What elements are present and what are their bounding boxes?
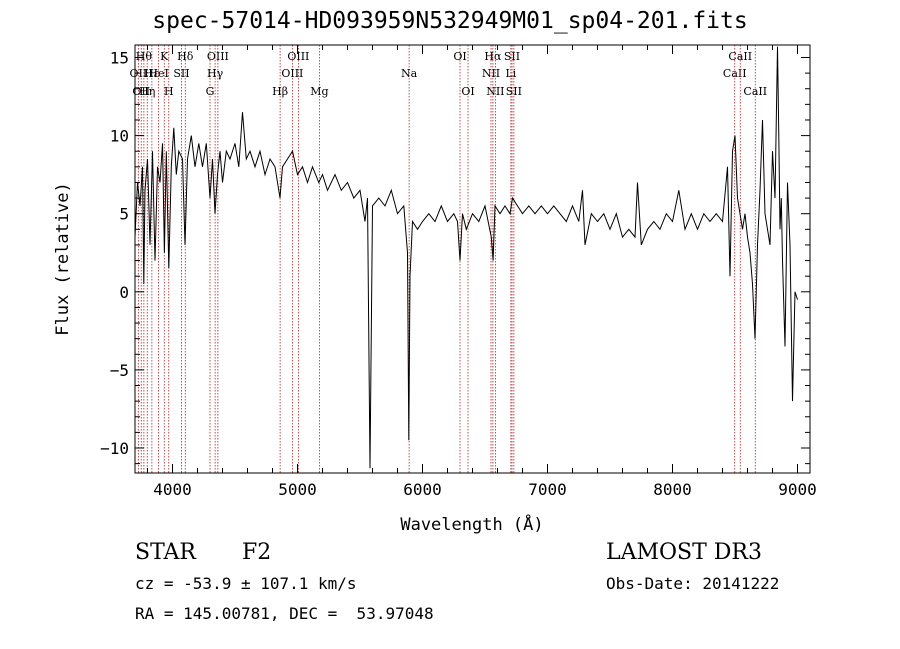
chart-title: spec-57014-HD093959N532949M01_sp04-201.f… [152, 8, 748, 34]
spectrum-layer [135, 46, 798, 469]
x-tick-label: 4000 [153, 480, 192, 499]
x-tick-label: 7000 [528, 480, 567, 499]
x-tick-label: 8000 [653, 480, 692, 499]
y-axis-label: Flux (relative) [53, 182, 73, 336]
spectrum-line [135, 46, 798, 469]
line-marker-label: OI [461, 85, 474, 98]
axes: 4000 5000 6000 7000 8000 9000 −10 −5 0 5 10 15 [100, 45, 817, 499]
line-marker-label: CaII [723, 67, 747, 80]
x-tick-label: 9000 [778, 480, 817, 499]
line-markers: OIIOIIHθHηHεHeIKHSIIHδGHγOIIIHβOIIIOIIIM… [130, 45, 767, 473]
plot-frame [134, 44, 811, 474]
x-axis-label: Wavelength (Å) [400, 513, 543, 535]
line-marker-label: OIII [207, 50, 229, 63]
line-marker-label: OIII [287, 50, 309, 63]
line-marker-label: Hγ [207, 67, 224, 80]
survey-name: LAMOST DR3 [606, 540, 762, 565]
x-tick-label: 5000 [278, 480, 317, 499]
y-tick-label: 5 [119, 205, 129, 224]
line-marker-label: CaII [743, 85, 767, 98]
line-marker-label: Hθ [136, 50, 153, 63]
y-tick-label: 0 [119, 283, 129, 302]
y-tick-label: −5 [110, 361, 129, 380]
redshift-cz: cz = -53.9 ± 107.1 km/s [135, 574, 357, 593]
coordinates: RA = 145.00781, DEC = 53.97048 [135, 604, 434, 623]
line-marker-label: Li [505, 67, 516, 80]
line-marker-label: H [164, 85, 174, 98]
line-marker-label: Na [401, 67, 418, 80]
line-marker-label: Hδ [177, 50, 194, 63]
line-marker-label: SII [173, 67, 189, 80]
line-marker-label: NII [482, 67, 500, 80]
y-tick-label: 10 [110, 127, 129, 146]
object-class: STAR [135, 540, 196, 565]
line-marker-label: Hβ [272, 85, 288, 98]
line-marker-label: Mg [310, 85, 328, 98]
y-tick-label: 15 [110, 48, 129, 67]
line-marker-label: Hη [139, 85, 155, 98]
line-marker-label: CaII [728, 50, 752, 63]
line-marker-label: NII [486, 85, 504, 98]
observation-date: Obs-Date: 20141222 [606, 574, 780, 593]
line-marker-label: Hε [144, 67, 160, 80]
x-tick-label: 6000 [403, 480, 442, 499]
line-marker-label: SII [506, 85, 522, 98]
line-marker-label: SII [504, 50, 520, 63]
line-marker-label: Hα [484, 50, 502, 63]
line-marker-label: HeI [148, 67, 168, 80]
line-marker-label: K [160, 50, 169, 63]
y-tick-label: −10 [100, 439, 129, 458]
line-marker-label: G [206, 85, 215, 98]
line-marker-label: OI [453, 50, 466, 63]
line-marker-label: OIII [281, 67, 303, 80]
spectral-subclass: F2 [242, 540, 272, 565]
